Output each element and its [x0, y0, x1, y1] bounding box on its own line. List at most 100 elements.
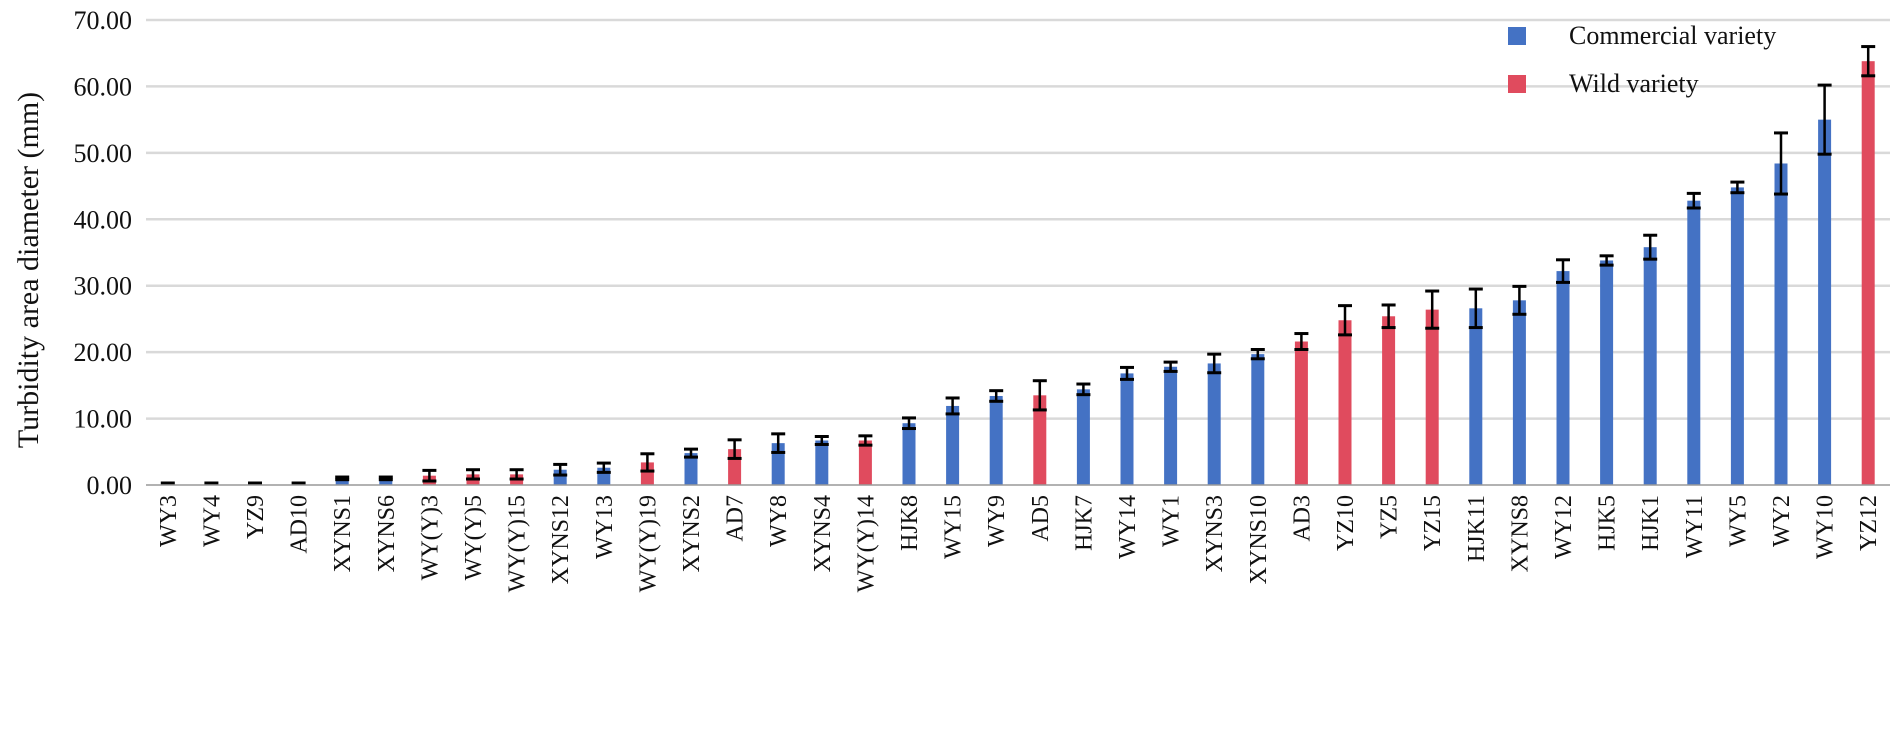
x-tick-label: YZ15: [1420, 495, 1446, 551]
bar-wy2: [1774, 163, 1788, 485]
legend-label-wild: Wild variety: [1569, 69, 1699, 98]
x-tick-label: HJK8: [897, 495, 923, 551]
error-bar: [1207, 352, 1222, 375]
error-bar: [378, 475, 393, 482]
error-bar: [945, 396, 960, 416]
bar-xyns2: [684, 453, 698, 485]
x-tick-label: WY15: [941, 495, 967, 559]
x-tick-label: WY(Y)15: [505, 495, 531, 592]
x-tick-label: WY10: [1813, 495, 1839, 559]
error-bar: [902, 416, 916, 431]
error-bar: [727, 438, 742, 460]
bar-ad3: [1294, 341, 1308, 485]
legend: Commercial variety Wild variety: [1508, 21, 1776, 98]
bar-wy10: [1818, 119, 1832, 486]
x-tick-label: HJK7: [1071, 495, 1097, 551]
error-bar: [553, 462, 568, 477]
bar-wy15: [946, 405, 960, 485]
x-tick-label: XYNS3: [1202, 495, 1228, 572]
error-bar: [1120, 365, 1134, 381]
x-tick-label: HJK11: [1464, 495, 1490, 562]
x-tick-label: XYNS1: [330, 495, 356, 572]
error-bar: [1381, 303, 1396, 330]
x-tick-label: HJK5: [1595, 495, 1621, 551]
legend-swatch-wild: [1508, 75, 1526, 93]
bar-hjk11: [1469, 308, 1483, 485]
y-axis-label: Turbidity area diameter (mm): [12, 92, 45, 448]
bar-xyns6: [379, 478, 393, 485]
error-bar: [771, 432, 786, 454]
x-tick-label: WY(Y)19: [635, 495, 661, 592]
x-tick-label: AD5: [1028, 495, 1054, 542]
x-tick-label: WY(Y)14: [853, 495, 879, 592]
bar-wyy14: [858, 440, 872, 485]
error-bar: [509, 468, 524, 481]
error-bar: [1643, 233, 1658, 261]
x-tick-label: AD7: [723, 495, 749, 542]
error-bar: [1774, 131, 1788, 196]
error-bar: [1294, 332, 1309, 351]
bar-hjk1: [1643, 247, 1657, 485]
x-tick-label: XYNS2: [679, 495, 705, 572]
bar-xyns1: [335, 478, 349, 485]
bar-yz15: [1425, 309, 1439, 485]
error-bar: [814, 435, 829, 446]
x-tick-label: WY4: [199, 495, 225, 547]
x-tick-label: WY13: [592, 495, 618, 559]
error-bar: [422, 468, 437, 483]
y-tick-label: 30.00: [74, 272, 133, 301]
x-tick-label: WY(Y)3: [417, 495, 443, 580]
error-bar: [1032, 379, 1047, 412]
x-tick-label: YZ12: [1856, 495, 1882, 551]
bar-hjk8: [902, 423, 916, 485]
bar-xyns4: [815, 440, 829, 485]
x-tick-label: WY12: [1551, 495, 1577, 559]
x-tick-label: YZ9: [243, 495, 269, 539]
bar-yz10: [1338, 320, 1352, 485]
bar-hjk7: [1076, 389, 1090, 485]
x-tick-label: XYNS4: [810, 495, 836, 572]
x-tick-label: WY2: [1769, 495, 1795, 547]
error-bar: [1556, 258, 1570, 284]
error-bar: [596, 461, 611, 474]
x-tick-label: XYNS12: [548, 495, 574, 584]
x-tick-label: XYNS8: [1507, 495, 1533, 572]
bar-wy1: [1164, 366, 1178, 485]
bar-wy5: [1730, 187, 1744, 485]
error-bar: [858, 434, 873, 447]
legend-swatch-commercial: [1508, 27, 1526, 45]
x-tick-label: YZ5: [1377, 495, 1403, 539]
x-tick-label: AD10: [287, 495, 313, 554]
y-tick-label: 60.00: [74, 72, 133, 101]
y-tick-label: 40.00: [74, 205, 133, 234]
bars: [161, 61, 1875, 486]
x-tick-label: WY9: [984, 495, 1010, 547]
error-bar: [1338, 304, 1352, 337]
bar-wy14: [1120, 373, 1134, 485]
y-tick-label: 0.00: [87, 471, 133, 500]
y-tick-label: 10.00: [74, 405, 133, 434]
bar-wy9: [989, 395, 1003, 485]
bar-xyns8: [1512, 300, 1526, 485]
gridlines: [146, 18, 1890, 420]
error-bar: [684, 447, 698, 459]
error-bar: [1076, 382, 1091, 397]
error-bar: [1686, 191, 1701, 210]
bar-hjk5: [1600, 260, 1614, 485]
x-tick-label: WY1: [1159, 495, 1185, 547]
bar-wy12: [1556, 271, 1570, 485]
error-bar: [1730, 180, 1745, 195]
error-bar: [1817, 83, 1832, 156]
y-tick-label: 70.00: [74, 6, 133, 35]
error-bar: [1599, 254, 1614, 267]
bar-ad5: [1033, 395, 1047, 485]
error-bar: [1425, 289, 1440, 330]
x-tick-label: WY14: [1115, 495, 1141, 559]
error-bar: [1163, 360, 1178, 373]
bar-yz12: [1861, 61, 1875, 485]
x-tick-labels: WY3 WY4 YZ9 AD10 XYNS1 XYNS6 WY(Y)3 WY(Y)5 WY(Y)…: [156, 495, 1882, 592]
x-tick-label: YZ10: [1333, 495, 1359, 551]
bar-yz5: [1382, 316, 1396, 485]
x-tick-label: AD3: [1289, 495, 1315, 542]
y-tick-label: 50.00: [74, 139, 133, 168]
